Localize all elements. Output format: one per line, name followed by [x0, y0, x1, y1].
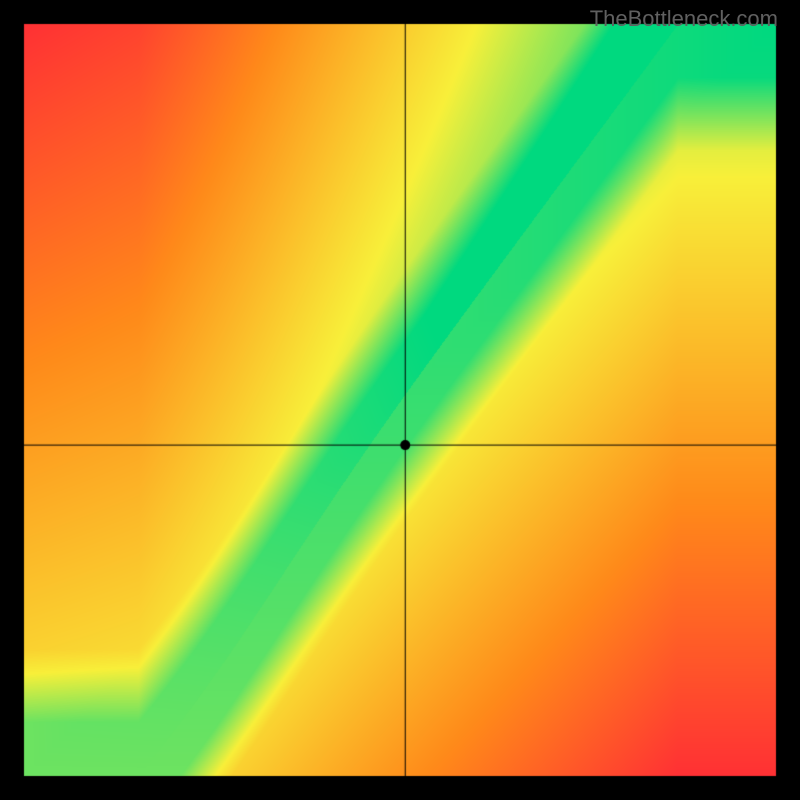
chart-container: TheBottleneck.com: [0, 0, 800, 800]
heatmap-canvas: [0, 0, 800, 800]
watermark-text: TheBottleneck.com: [590, 6, 778, 32]
